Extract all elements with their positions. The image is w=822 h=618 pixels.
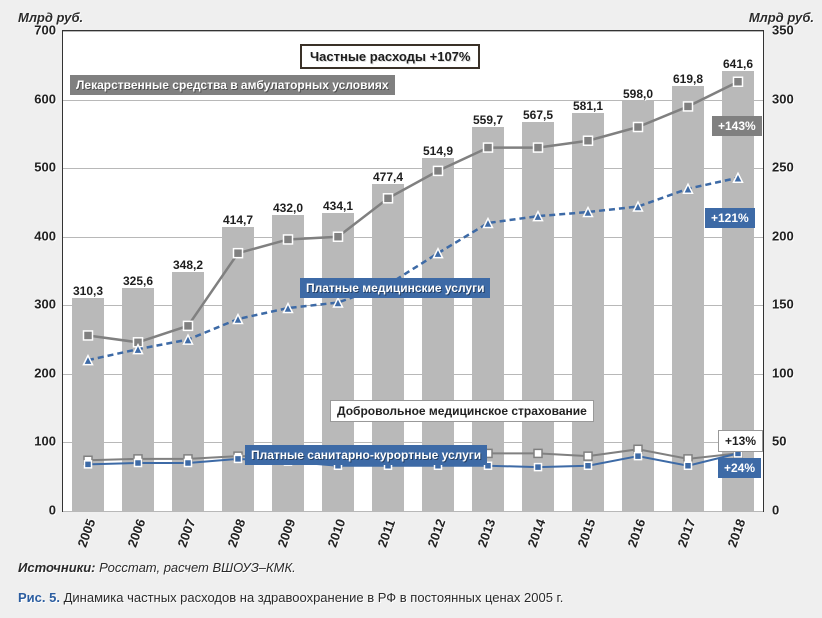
xtick-label: 2012 bbox=[424, 517, 448, 549]
chart-title-badge: Частные расходы +107% bbox=[300, 44, 480, 69]
xtick-label: 2005 bbox=[74, 517, 98, 549]
ytick-right: 250 bbox=[772, 160, 812, 175]
ytick-left: 500 bbox=[16, 160, 56, 175]
figure-text: Динамика частных расходов на здравоохран… bbox=[64, 590, 564, 605]
series-label: Платные санитарно-курортные услуги bbox=[245, 445, 487, 465]
xtick-label: 2016 bbox=[624, 517, 648, 549]
xtick-label: 2009 bbox=[274, 517, 298, 549]
xtick-label: 2008 bbox=[224, 517, 248, 549]
series-label: Лекарственные средства в амбулаторных ус… bbox=[70, 75, 395, 95]
ytick-right: 300 bbox=[772, 91, 812, 106]
xtick-label: 2015 bbox=[574, 517, 598, 549]
source-line: Источники: Росстат, расчет ВШОУЗ–КМК. bbox=[18, 560, 296, 575]
source-label: Источники: bbox=[18, 560, 96, 575]
grid-line bbox=[63, 511, 763, 512]
ytick-right: 350 bbox=[772, 23, 812, 38]
line-series-svg bbox=[63, 31, 763, 511]
series-label: Добровольное медицинское страхование bbox=[330, 400, 594, 422]
series-pct-badge: +24% bbox=[718, 458, 761, 478]
xtick-label: 2011 bbox=[374, 518, 398, 550]
xtick-label: 2010 bbox=[324, 517, 348, 549]
ytick-right: 100 bbox=[772, 365, 812, 380]
ytick-left: 300 bbox=[16, 297, 56, 312]
xtick-label: 2017 bbox=[674, 517, 698, 549]
series-pct-badge: +13% bbox=[718, 430, 763, 452]
xtick-label: 2006 bbox=[124, 517, 148, 549]
ytick-left: 400 bbox=[16, 228, 56, 243]
chart-area: 310,3325,6348,2414,7432,0434,1477,4514,9… bbox=[62, 30, 764, 512]
ytick-left: 100 bbox=[16, 434, 56, 449]
figure-wrap: Млрд руб. Млрд руб. 310,3325,6348,2414,7… bbox=[0, 0, 822, 618]
source-text: Росстат, расчет ВШОУЗ–КМК. bbox=[99, 560, 296, 575]
xtick-label: 2007 bbox=[174, 517, 198, 549]
figure-number: Рис. 5. bbox=[18, 590, 60, 605]
ytick-right: 200 bbox=[772, 228, 812, 243]
xtick-label: 2018 bbox=[724, 517, 748, 549]
xtick-label: 2013 bbox=[474, 517, 498, 549]
figure-caption: Рис. 5. Динамика частных расходов на здр… bbox=[18, 590, 563, 605]
ytick-right: 150 bbox=[772, 297, 812, 312]
xtick-label: 2014 bbox=[524, 517, 548, 549]
series-label: Платные медицинские услуги bbox=[300, 278, 490, 298]
series-pct-badge: +143% bbox=[712, 116, 762, 136]
ytick-right: 0 bbox=[772, 503, 812, 518]
ytick-left: 700 bbox=[16, 23, 56, 38]
ytick-left: 200 bbox=[16, 365, 56, 380]
ytick-left: 600 bbox=[16, 91, 56, 106]
series-pct-badge: +121% bbox=[705, 208, 755, 228]
ytick-right: 50 bbox=[772, 434, 812, 449]
ytick-left: 0 bbox=[16, 503, 56, 518]
